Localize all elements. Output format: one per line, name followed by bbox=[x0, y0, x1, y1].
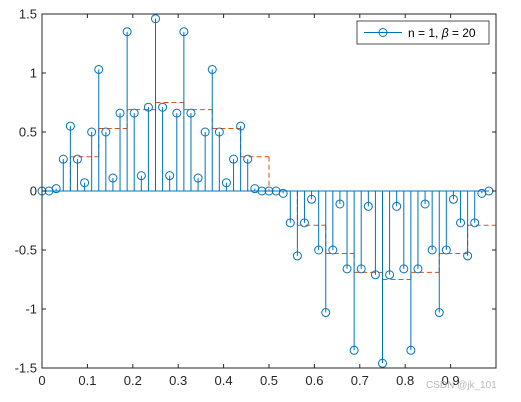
stem-marker bbox=[470, 218, 480, 228]
stem-marker bbox=[413, 264, 423, 274]
stem-marker bbox=[129, 108, 139, 118]
x-tick-label: 0.9 bbox=[442, 373, 460, 388]
legend-label: n = 1, β = 20 bbox=[408, 26, 476, 40]
stem-marker bbox=[292, 251, 302, 261]
stem-marker bbox=[321, 308, 331, 318]
y-tick-label: -1.5 bbox=[15, 361, 37, 376]
stem-marker bbox=[136, 171, 146, 181]
x-tick-label: 0.6 bbox=[305, 373, 323, 388]
stem-marker bbox=[328, 245, 338, 255]
stem-marker bbox=[87, 127, 97, 137]
x-tick-label: 0.5 bbox=[260, 373, 278, 388]
stem-marker bbox=[236, 121, 246, 131]
stem-marker bbox=[122, 27, 132, 37]
watermark: CSDN @jk_101 bbox=[426, 380, 497, 391]
stem-marker bbox=[285, 218, 295, 228]
y-tick-label: -1 bbox=[25, 302, 37, 317]
stem-marker bbox=[420, 199, 430, 209]
stem-marker bbox=[335, 199, 345, 209]
y-tick-label: 0.5 bbox=[19, 125, 37, 140]
stem-marker bbox=[363, 201, 373, 211]
stem-marker bbox=[58, 154, 68, 164]
stem-marker bbox=[434, 308, 444, 318]
stem-marker bbox=[186, 108, 196, 118]
x-tick-label: 0 bbox=[38, 373, 45, 388]
stem-marker bbox=[370, 270, 380, 280]
stem-marker bbox=[143, 102, 153, 112]
stem-marker bbox=[172, 108, 182, 118]
stem-marker bbox=[349, 345, 359, 355]
x-tick-label: 0.3 bbox=[169, 373, 187, 388]
stem-marker bbox=[385, 270, 395, 280]
y-tick-label: -0.5 bbox=[15, 243, 37, 258]
stem-marker bbox=[257, 186, 267, 196]
stem-marker bbox=[158, 102, 168, 112]
stem-marker bbox=[399, 264, 409, 274]
stem-marker bbox=[193, 173, 203, 183]
stem-marker bbox=[51, 184, 61, 194]
legend-label-beta: β bbox=[441, 26, 449, 40]
stem-marker bbox=[299, 218, 309, 228]
stem-marker bbox=[65, 121, 75, 131]
x-tick-label: 0.1 bbox=[78, 373, 96, 388]
stem-marker bbox=[80, 178, 90, 188]
stem-marker bbox=[314, 245, 324, 255]
x-tick-label: 0.8 bbox=[396, 373, 414, 388]
stem-marker bbox=[278, 188, 288, 198]
stem-marker bbox=[243, 154, 253, 164]
stem-marker bbox=[441, 245, 451, 255]
stem-marker bbox=[229, 154, 239, 164]
stem-marker bbox=[307, 194, 317, 204]
stem-marker bbox=[406, 345, 416, 355]
y-tick-label: 1 bbox=[30, 66, 37, 81]
stem-marker bbox=[356, 264, 366, 274]
x-tick-label: 0.2 bbox=[124, 373, 142, 388]
legend-label-suffix: = 20 bbox=[449, 26, 476, 40]
stem-marker bbox=[101, 127, 111, 137]
stem-marker bbox=[448, 194, 458, 204]
y-tick-label: 0 bbox=[30, 184, 37, 199]
stem-marker bbox=[151, 14, 160, 24]
stem-marker bbox=[342, 264, 352, 274]
stem-marker bbox=[207, 64, 217, 74]
x-tick-label: 0.4 bbox=[215, 373, 233, 388]
stem-marker bbox=[427, 245, 437, 255]
legend-label-prefix: n = 1, bbox=[408, 26, 442, 40]
legend-box bbox=[356, 20, 490, 45]
stem-marker bbox=[200, 127, 210, 137]
y-axis-ticks: -1.5 -1 -0.5 0 0.5 1 1.5 bbox=[15, 7, 496, 376]
x-tick-label: 0.7 bbox=[351, 373, 369, 388]
stem-marker bbox=[108, 173, 118, 183]
stem-marker bbox=[214, 127, 224, 137]
stem-series bbox=[37, 14, 494, 368]
x-axis-ticks: 0 0.1 0.2 0.3 0.4 0.5 0.6 0.7 0.8 0.9 bbox=[38, 14, 460, 388]
stem-marker bbox=[179, 27, 189, 37]
stem-marker bbox=[392, 201, 402, 211]
legend: n = 1, β = 20 bbox=[356, 20, 490, 45]
y-tick-label: 1.5 bbox=[19, 7, 37, 22]
stem-marker bbox=[165, 171, 175, 181]
stem-marker bbox=[456, 218, 466, 228]
stem-marker bbox=[72, 154, 82, 164]
stem-marker bbox=[221, 178, 231, 188]
stem-marker bbox=[463, 251, 473, 261]
stem-marker bbox=[378, 358, 387, 368]
stem-marker bbox=[264, 186, 274, 196]
stem-marker bbox=[94, 64, 104, 74]
legend-series-marker bbox=[378, 28, 388, 37]
stem-marker bbox=[115, 108, 125, 118]
